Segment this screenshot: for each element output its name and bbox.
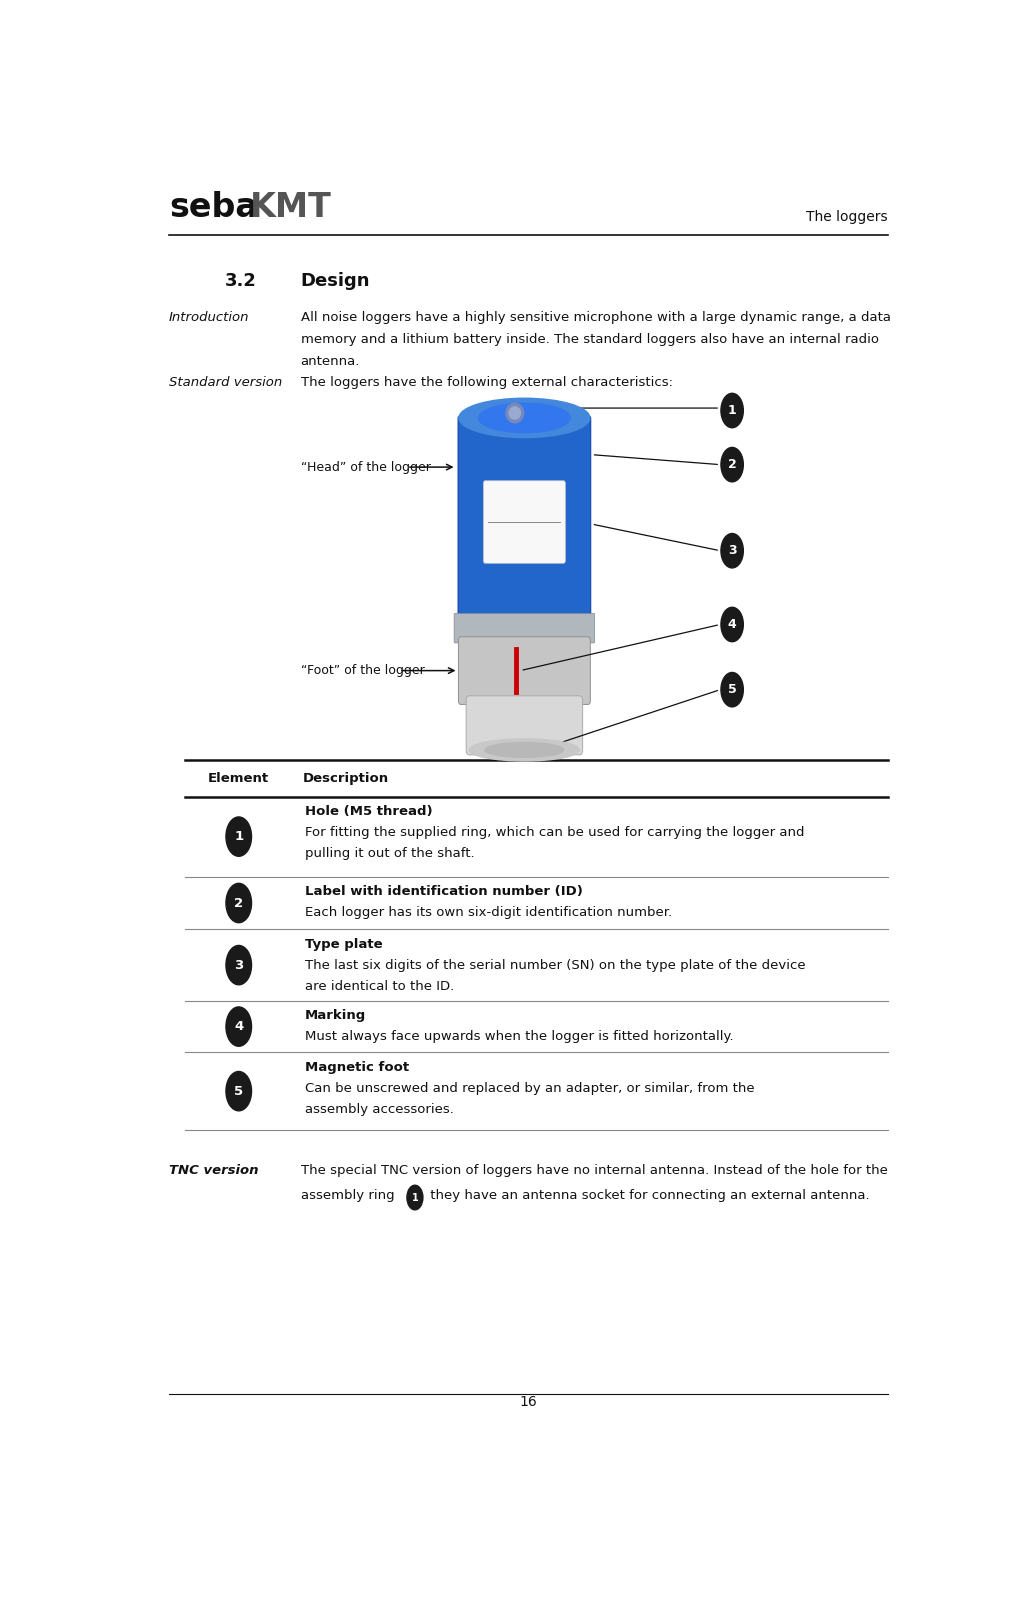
Text: assembly accessories.: assembly accessories. bbox=[305, 1104, 454, 1116]
Text: 4: 4 bbox=[234, 1020, 243, 1033]
Text: The special TNC version of loggers have no internal antenna. Instead of the hole: The special TNC version of loggers have … bbox=[301, 1164, 888, 1177]
Text: antenna.: antenna. bbox=[301, 355, 360, 369]
Text: pulling it out of the shaft.: pulling it out of the shaft. bbox=[305, 846, 474, 861]
Circle shape bbox=[407, 1185, 423, 1211]
Circle shape bbox=[721, 672, 743, 707]
Ellipse shape bbox=[459, 398, 590, 438]
Text: Description: Description bbox=[302, 771, 389, 784]
Text: 5: 5 bbox=[728, 684, 736, 696]
Text: 2: 2 bbox=[234, 896, 243, 910]
Text: seba: seba bbox=[169, 190, 258, 224]
Ellipse shape bbox=[469, 739, 579, 762]
Text: Hole (M5 thread): Hole (M5 thread) bbox=[305, 805, 432, 818]
FancyBboxPatch shape bbox=[484, 481, 565, 564]
Text: 5: 5 bbox=[234, 1084, 243, 1097]
Text: Label with identification number (ID): Label with identification number (ID) bbox=[305, 885, 583, 898]
Text: 1: 1 bbox=[234, 830, 243, 843]
Text: Design: Design bbox=[301, 271, 370, 289]
Ellipse shape bbox=[478, 402, 570, 433]
Text: The loggers have the following external characteristics:: The loggers have the following external … bbox=[301, 377, 672, 390]
Circle shape bbox=[721, 533, 743, 569]
Ellipse shape bbox=[509, 407, 521, 418]
Text: Standard version: Standard version bbox=[169, 377, 282, 390]
Circle shape bbox=[721, 393, 743, 428]
Ellipse shape bbox=[506, 402, 524, 423]
Text: 1: 1 bbox=[411, 1193, 419, 1203]
Text: The loggers: The loggers bbox=[806, 209, 888, 224]
Text: Can be unscrewed and replaced by an adapter, or similar, from the: Can be unscrewed and replaced by an adap… bbox=[305, 1081, 755, 1096]
Text: assembly ring: assembly ring bbox=[301, 1188, 399, 1203]
Text: they have an antenna socket for connecting an external antenna.: they have an antenna socket for connecti… bbox=[426, 1188, 870, 1203]
Text: Marking: Marking bbox=[305, 1009, 366, 1022]
Text: 1: 1 bbox=[728, 404, 736, 417]
Text: 3: 3 bbox=[728, 545, 736, 557]
FancyBboxPatch shape bbox=[458, 417, 591, 623]
Text: memory and a lithium battery inside. The standard loggers also have an internal : memory and a lithium battery inside. The… bbox=[301, 334, 878, 347]
Text: All noise loggers have a highly sensitive microphone with a large dynamic range,: All noise loggers have a highly sensitiv… bbox=[301, 311, 891, 324]
Text: 3: 3 bbox=[234, 958, 243, 971]
FancyBboxPatch shape bbox=[459, 637, 591, 704]
Text: 16: 16 bbox=[520, 1396, 537, 1409]
Text: The last six digits of the serial number (SN) on the type plate of the device: The last six digits of the serial number… bbox=[305, 958, 805, 973]
Text: “Head” of the logger: “Head” of the logger bbox=[301, 460, 431, 474]
Text: KMT: KMT bbox=[251, 190, 332, 224]
Text: “Foot” of the logger: “Foot” of the logger bbox=[301, 664, 425, 677]
Circle shape bbox=[226, 1072, 252, 1112]
FancyBboxPatch shape bbox=[466, 696, 583, 755]
Text: Each logger has its own six-digit identification number.: Each logger has its own six-digit identi… bbox=[305, 905, 672, 920]
Text: Magnetic foot: Magnetic foot bbox=[305, 1060, 408, 1075]
Text: are identical to the ID.: are identical to the ID. bbox=[305, 981, 454, 993]
Text: TNC version: TNC version bbox=[169, 1164, 259, 1177]
Circle shape bbox=[226, 818, 252, 856]
Text: For fitting the supplied ring, which can be used for carrying the logger and: For fitting the supplied ring, which can… bbox=[305, 826, 804, 838]
Text: Must always face upwards when the logger is fitted horizontally.: Must always face upwards when the logger… bbox=[305, 1030, 733, 1043]
Ellipse shape bbox=[485, 743, 564, 757]
Text: 2: 2 bbox=[728, 458, 736, 471]
Text: 4: 4 bbox=[728, 618, 736, 631]
Text: 3.2: 3.2 bbox=[225, 271, 257, 289]
Text: Type plate: Type plate bbox=[305, 937, 383, 952]
FancyBboxPatch shape bbox=[454, 613, 595, 644]
Circle shape bbox=[721, 607, 743, 642]
Text: Introduction: Introduction bbox=[169, 311, 250, 324]
Circle shape bbox=[721, 447, 743, 482]
Circle shape bbox=[226, 883, 252, 923]
Circle shape bbox=[226, 1008, 252, 1046]
Text: Element: Element bbox=[208, 771, 269, 784]
Circle shape bbox=[226, 945, 252, 985]
